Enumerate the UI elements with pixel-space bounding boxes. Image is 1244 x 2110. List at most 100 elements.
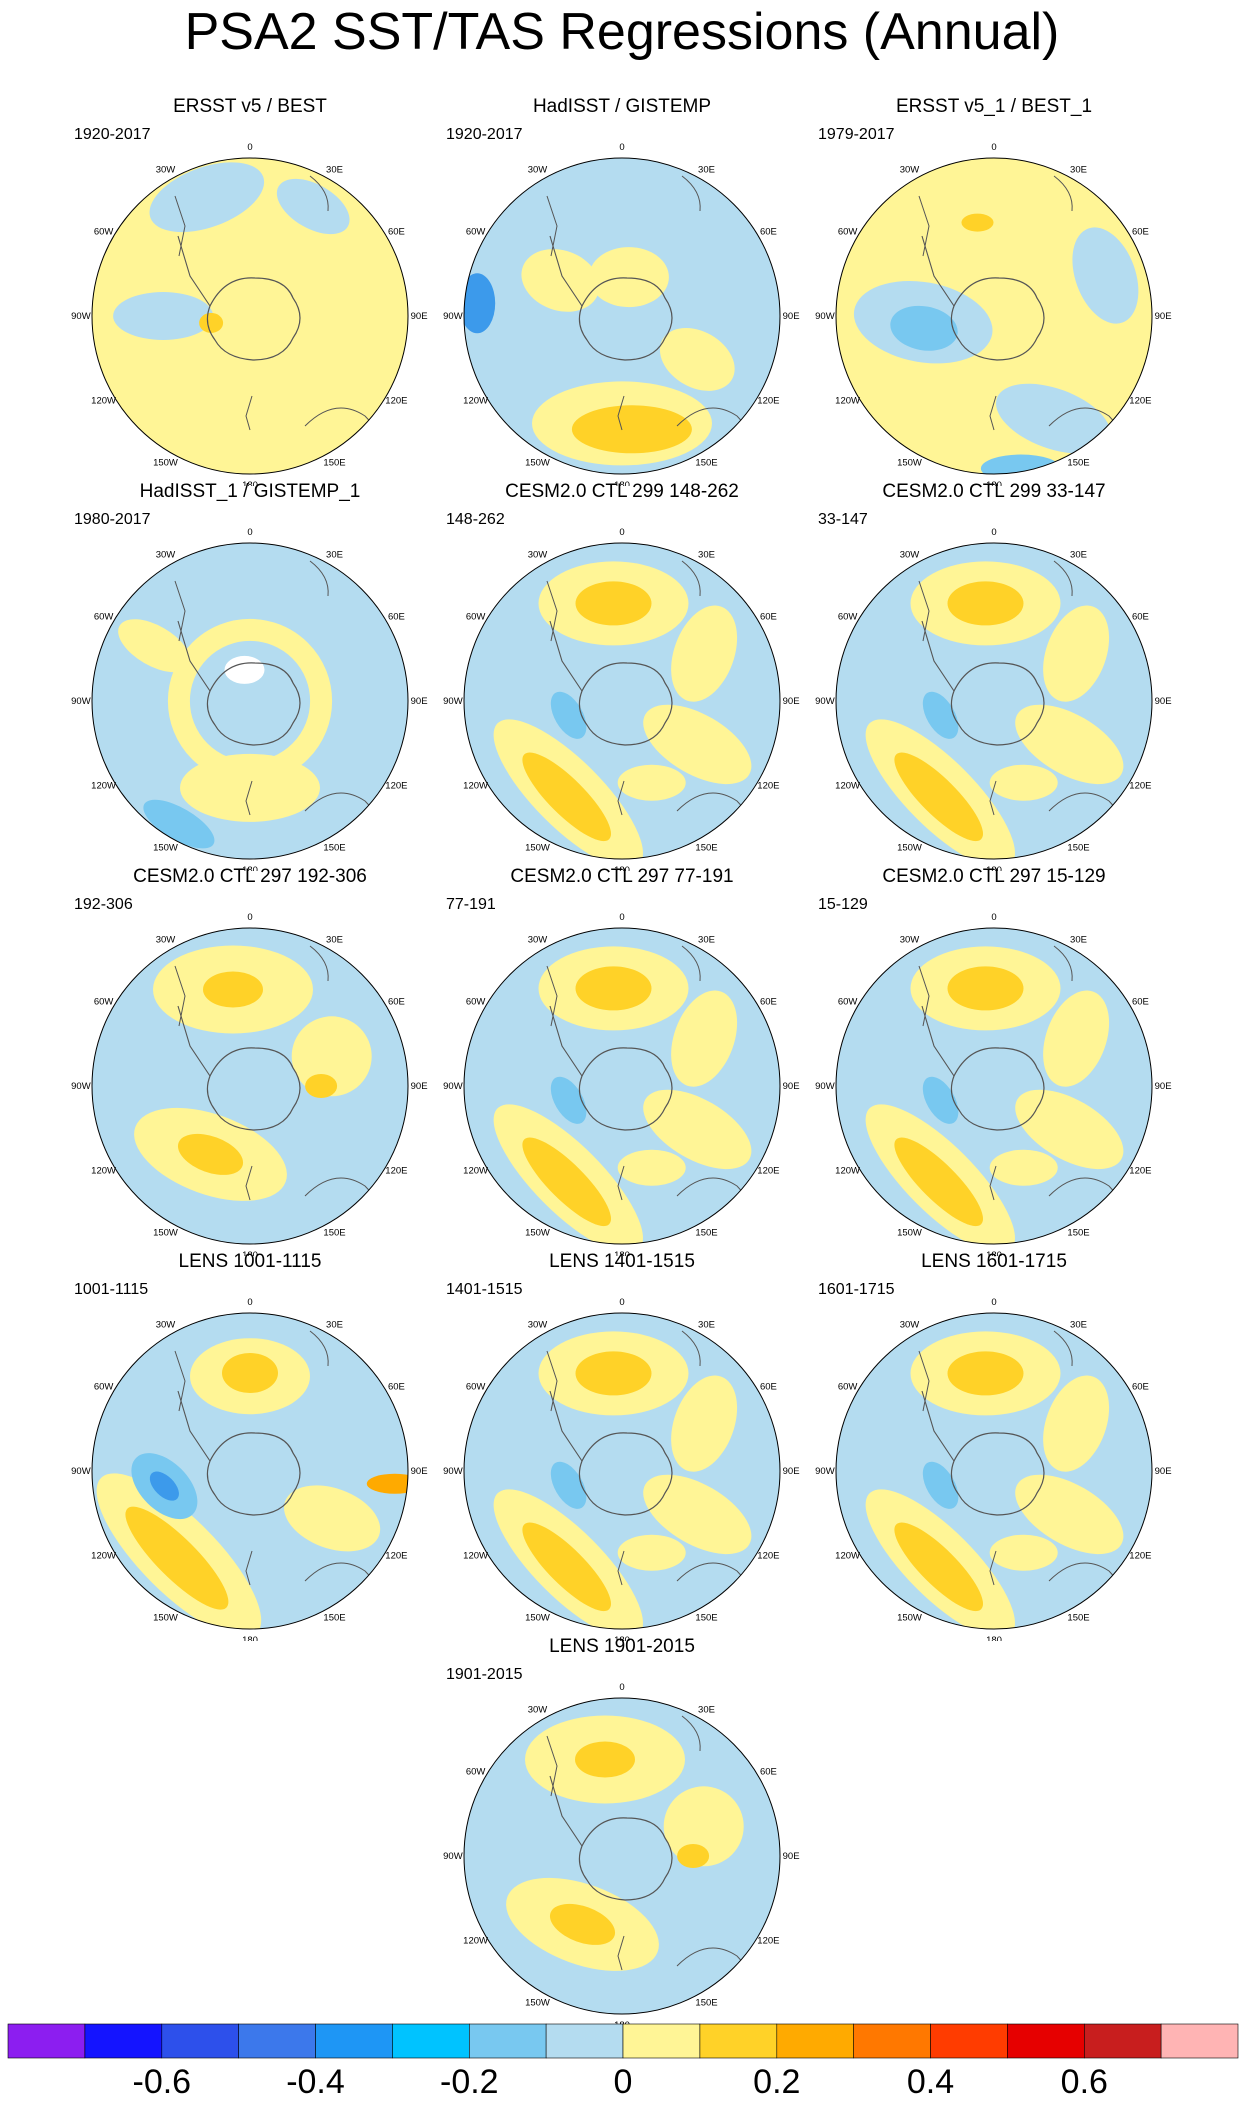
longitude-label: 60E bbox=[1132, 997, 1149, 1008]
polar-map: 0 30E 60E 90E 120E 150E 180 150W 120W 90W 60W 30W bbox=[815, 142, 1171, 486]
contour-region bbox=[118, 619, 191, 673]
contour-region bbox=[222, 1353, 278, 1393]
longitude-label: 60E bbox=[1132, 612, 1149, 623]
longitude-label: 90W bbox=[815, 1081, 835, 1092]
contour-region bbox=[522, 1137, 611, 1227]
contour-region bbox=[659, 327, 735, 391]
south-america-coastline bbox=[546, 1735, 558, 1797]
contour-region bbox=[588, 247, 669, 308]
longitude-label: 60E bbox=[1132, 1382, 1149, 1393]
contour-region bbox=[125, 1506, 229, 1610]
longitude-label: 60E bbox=[760, 1382, 777, 1393]
map-border bbox=[835, 927, 1153, 1245]
longitude-label: 150W bbox=[525, 1612, 550, 1623]
contour-region bbox=[199, 312, 224, 333]
longitude-label: 60W bbox=[838, 997, 858, 1008]
contour-region bbox=[203, 971, 263, 1008]
panel-6: CESM2.0 CTL 299 33-147 33-147 0 30E 60E 90E… bbox=[808, 481, 1180, 871]
contour-region bbox=[643, 704, 752, 785]
longitude-label: 90W bbox=[443, 1081, 463, 1092]
contour-region bbox=[890, 305, 958, 351]
longitude-label: 0 bbox=[247, 142, 252, 153]
panel-title: LENS 1401-1515 bbox=[549, 1251, 695, 1272]
longitude-label: 90E bbox=[783, 1081, 800, 1092]
longitude-label: 30W bbox=[528, 1320, 548, 1331]
panel-period: 33-147 bbox=[818, 511, 868, 528]
longitude-label: 60W bbox=[838, 1382, 858, 1393]
longitude-label: 120W bbox=[91, 396, 116, 407]
longitude-label: 150W bbox=[897, 1612, 922, 1623]
contour-field bbox=[92, 928, 408, 1244]
colorbar-box bbox=[622, 2023, 701, 2059]
longitude-label: 90W bbox=[443, 311, 463, 322]
contour-region bbox=[177, 1133, 244, 1175]
panel-11: LENS 1401-1515 1401-1515 0 30E 60E 90E 120E 1… bbox=[436, 1251, 808, 1641]
longitude-label: 30E bbox=[698, 1320, 715, 1331]
contour-region bbox=[671, 990, 738, 1087]
longitude-label: 120W bbox=[463, 781, 488, 792]
longitude-label: 30W bbox=[156, 1320, 176, 1331]
longitude-label: 90E bbox=[1155, 696, 1172, 707]
contour-field bbox=[836, 158, 1152, 474]
south-america-coastline bbox=[918, 965, 930, 1027]
antarctica-coastline bbox=[578, 662, 673, 746]
longitude-label: 150E bbox=[1067, 457, 1089, 468]
longitude-label: 60W bbox=[466, 227, 486, 238]
antarctic-peninsula bbox=[549, 620, 583, 692]
longitude-label: 90E bbox=[783, 311, 800, 322]
polar-map: 0 30E 60E 90E 120E 150E 180 150W 120W 90W 60W 30W bbox=[71, 1297, 427, 1641]
longitude-label: 60W bbox=[466, 997, 486, 1008]
panel-2: HadISST / GISTEMP 1920-2017 0 30E 60E 90E 12… bbox=[436, 96, 808, 486]
longitude-label: 0 bbox=[991, 142, 996, 153]
longitude-label: 150E bbox=[695, 457, 717, 468]
longitude-label: 90W bbox=[71, 1466, 91, 1477]
longitude-label: 0 bbox=[247, 527, 252, 538]
contour-region bbox=[894, 1137, 983, 1227]
africa-coastline bbox=[681, 1715, 701, 1752]
longitude-label: 120E bbox=[1129, 1551, 1151, 1562]
longitude-label: 90W bbox=[815, 696, 835, 707]
longitude-label: 30E bbox=[326, 935, 343, 946]
longitude-label: 120E bbox=[385, 1166, 407, 1177]
panel-10: LENS 1001-1115 1001-1115 0 30E 60E 90E 120E 1… bbox=[64, 1251, 436, 1641]
longitude-label: 30E bbox=[1070, 550, 1087, 561]
contour-field bbox=[836, 543, 1152, 859]
contour-region bbox=[922, 691, 959, 739]
map-border bbox=[463, 1697, 781, 2015]
colorbar-box bbox=[776, 2023, 854, 2059]
contour-region bbox=[922, 1076, 959, 1124]
contour-field bbox=[92, 158, 408, 474]
panel-title: LENS 1901-2015 bbox=[549, 1636, 695, 1657]
longitude-label: 60W bbox=[94, 612, 114, 623]
longitude-label: 0 bbox=[619, 1682, 624, 1693]
polar-map: 0 30E 60E 90E 120E 150E 180 150W 120W 90W 60W 30W bbox=[71, 527, 427, 871]
longitude-label: 120E bbox=[757, 1166, 779, 1177]
longitude-label: 150E bbox=[695, 1612, 717, 1623]
longitude-label: 150E bbox=[1067, 1612, 1089, 1623]
colorbar-tick-label: -0.2 bbox=[440, 2063, 499, 2101]
colorbar-box bbox=[392, 2023, 470, 2059]
africa-coastline bbox=[681, 1330, 701, 1367]
longitude-label: 60E bbox=[388, 1382, 405, 1393]
longitude-label: 60E bbox=[1132, 227, 1149, 238]
south-america-coastline bbox=[174, 1350, 186, 1412]
map-border bbox=[91, 1312, 409, 1630]
south-america-coastline bbox=[174, 195, 186, 257]
longitude-label: 60W bbox=[466, 1767, 486, 1778]
contour-field bbox=[464, 543, 780, 859]
contour-region bbox=[149, 1471, 179, 1501]
longitude-label: 150W bbox=[897, 457, 922, 468]
contour-region bbox=[1043, 990, 1110, 1087]
antarctic-peninsula bbox=[921, 1390, 955, 1462]
panel-9: CESM2.0 CTL 297 15-129 15-129 0 30E 60E 90E… bbox=[808, 866, 1180, 1256]
colorbar-tick-label: 0 bbox=[613, 2063, 633, 2101]
south-america-coastline bbox=[174, 965, 186, 1027]
colorbar-box bbox=[1007, 2023, 1085, 2059]
colorbar-box bbox=[1160, 2023, 1239, 2059]
contour-region bbox=[549, 1903, 616, 1945]
longitude-label: 30W bbox=[900, 550, 920, 561]
longitude-label: 120E bbox=[385, 1551, 407, 1562]
longitude-label: 180 bbox=[614, 865, 630, 871]
longitude-label: 0 bbox=[619, 527, 624, 538]
contour-background bbox=[92, 1313, 408, 1629]
